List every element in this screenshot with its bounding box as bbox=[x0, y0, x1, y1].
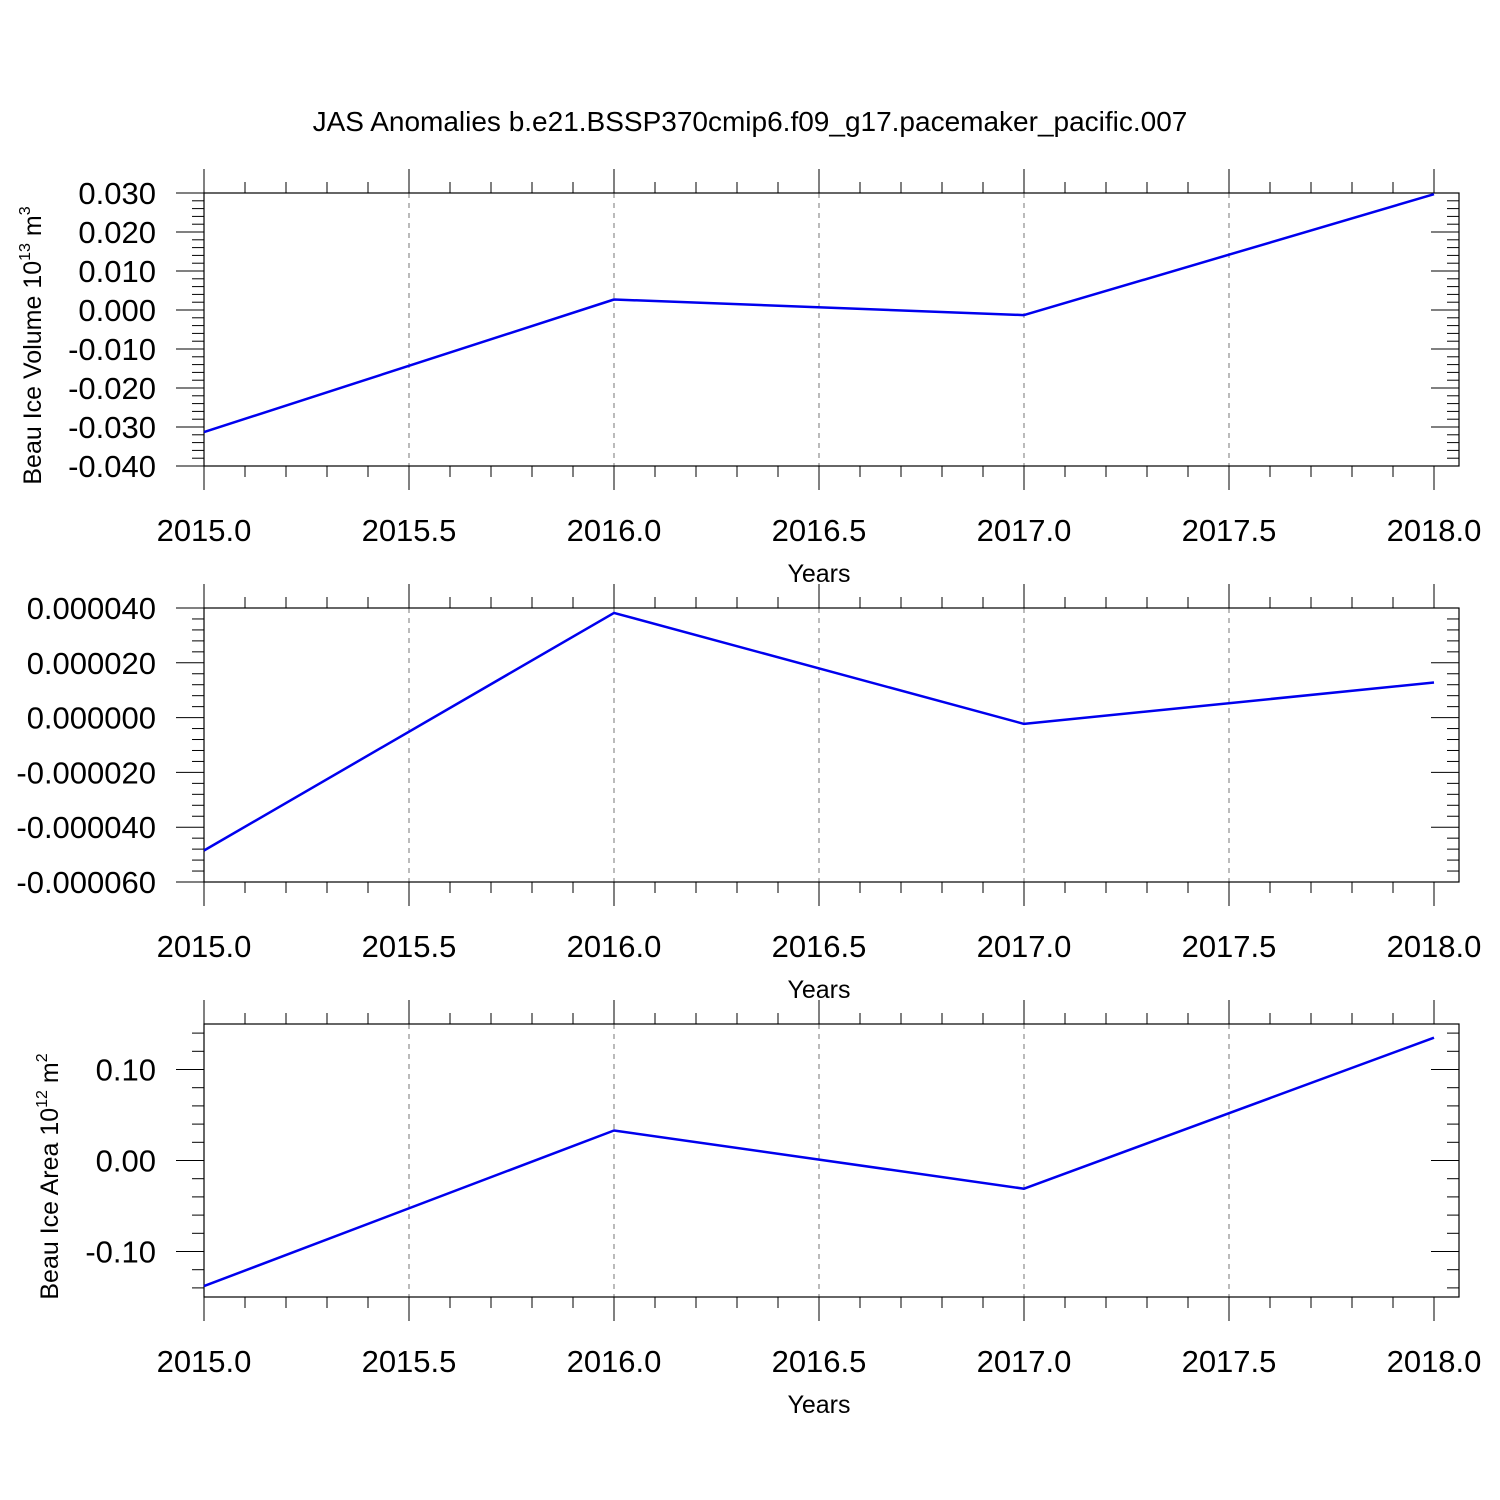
y-tick-label: -0.020 bbox=[68, 371, 156, 406]
chart-panel-3: 2015.0 2015.5 2016.0 2016.5 2017.0 2017.5 2018… bbox=[34, 1000, 1481, 1419]
x-tick-label: 2017.0 bbox=[977, 1344, 1072, 1379]
series-line bbox=[203, 1036, 1435, 1288]
y-tick-label: 0.020 bbox=[78, 215, 156, 250]
y-tick-label: 0.000040 bbox=[27, 591, 156, 626]
plot-frame bbox=[203, 192, 1460, 467]
x-axis-label: Years bbox=[787, 1391, 850, 1419]
y-tick-label: 0.000000 bbox=[27, 701, 156, 736]
x-tick-label: 2017.0 bbox=[977, 513, 1072, 548]
x-tick-label: 2015.5 bbox=[362, 1344, 457, 1379]
x-tick-label: 2017.0 bbox=[977, 929, 1072, 964]
x-tick-label: 2015.0 bbox=[157, 929, 252, 964]
y-axis-label: Beau Ice Area 1012 m2 bbox=[34, 1053, 64, 1299]
x-tick-label: 2018.0 bbox=[1387, 929, 1482, 964]
y-tick-label: -0.040 bbox=[68, 449, 156, 484]
x-tick-label: 2016.5 bbox=[772, 1344, 867, 1379]
y-tick-label: -0.10 bbox=[85, 1235, 156, 1270]
x-tick-label: 2016.0 bbox=[567, 929, 662, 964]
y-tick-label: -0.000060 bbox=[16, 865, 156, 900]
x-tick-label: 2015.0 bbox=[157, 1344, 252, 1379]
y-tick-label: 0.00 bbox=[96, 1144, 156, 1179]
x-tick-label: 2018.0 bbox=[1387, 513, 1482, 548]
x-tick-label: 2017.5 bbox=[1182, 929, 1277, 964]
y-tick-label: 0.10 bbox=[96, 1053, 156, 1088]
x-tick-label: 2017.5 bbox=[1182, 513, 1277, 548]
x-tick-label: 2018.0 bbox=[1387, 1344, 1482, 1379]
x-axis-label: Years bbox=[787, 560, 850, 588]
y-tick-label: 0.000020 bbox=[27, 646, 156, 681]
x-tick-label: 2016.0 bbox=[567, 513, 662, 548]
x-tick-label: 2016.5 bbox=[772, 929, 867, 964]
x-tick-label: 2015.5 bbox=[362, 513, 457, 548]
chart-panel-2: 2015.0 2015.5 2016.0 2016.5 2017.0 2017.5 2018… bbox=[16, 584, 1481, 1004]
x-tick-label: 2017.5 bbox=[1182, 1344, 1277, 1379]
y-tick-label: 0.000 bbox=[78, 293, 156, 328]
plot-frame bbox=[203, 607, 1460, 883]
x-tick-label: 2016.0 bbox=[567, 1344, 662, 1379]
series-line bbox=[203, 611, 1435, 852]
y-axis-label: Beau Ice Volume 1013 m3 bbox=[17, 206, 47, 484]
series-line bbox=[203, 193, 1435, 434]
x-axis-label: Years bbox=[787, 976, 850, 1004]
x-tick-label: 2015.5 bbox=[362, 929, 457, 964]
y-tick-label: -0.010 bbox=[68, 332, 156, 367]
y-tick-label: -0.000040 bbox=[16, 810, 156, 845]
y-tick-label: -0.000020 bbox=[16, 755, 156, 790]
y-tick-label: 0.010 bbox=[78, 254, 156, 289]
y-tick-label: -0.030 bbox=[68, 410, 156, 445]
x-tick-label: 2016.5 bbox=[772, 513, 867, 548]
chart-panel-1: 2015.0 2015.5 2016.0 2016.5 2017.0 2017.5 2018… bbox=[17, 169, 1481, 588]
x-tick-label: 2015.0 bbox=[157, 513, 252, 548]
figure-title: JAS Anomalies b.e21.BSSP370cmip6.f09_g17… bbox=[313, 106, 1188, 137]
y-tick-label: 0.030 bbox=[78, 176, 156, 211]
